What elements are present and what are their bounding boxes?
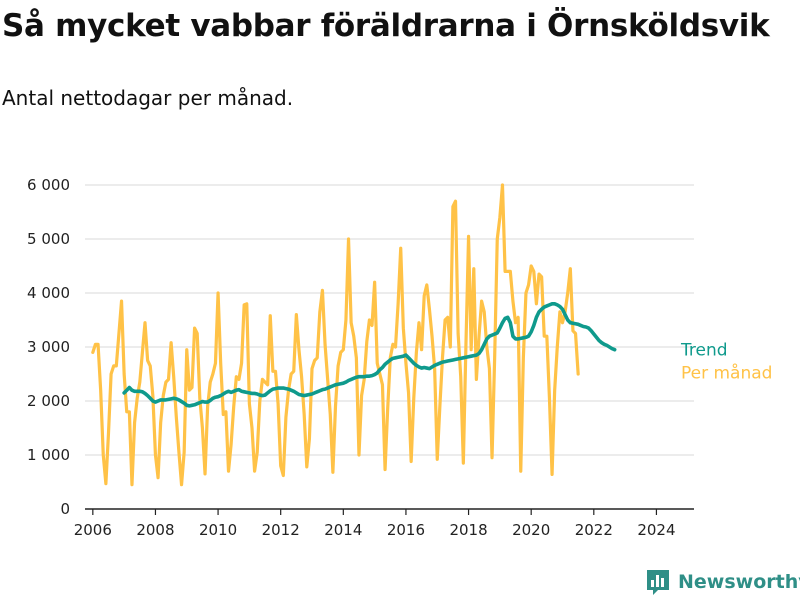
grid-lines [85,184,694,456]
x-tick-label: 2014 [324,521,362,539]
series-line-per-manad [91,183,580,487]
brand-name: Newsworthy [678,571,800,593]
x-axis: 2006 2008 2010 2012 2014 2016 2018 2020 2022 2024 [74,508,694,539]
x-tick-label: 2020 [512,521,550,539]
x-tick-label: 2012 [262,521,300,539]
y-tick-label: 0 [60,500,70,518]
x-tick-label: 2016 [387,521,425,539]
y-tick-label: 6 000 [27,176,70,194]
bar-chart-icon [647,570,669,595]
x-tick-label: 2022 [575,521,613,539]
series-line-trend [122,301,617,408]
chart-title: Så mycket vabbar föräldrarna i Örnskölds… [2,8,770,44]
y-tick-label: 3 000 [27,338,70,356]
y-tick-label: 4 000 [27,284,70,302]
x-tick-label: 2024 [637,521,675,539]
chart-subtitle: Antal nettodagar per månad. [2,86,294,110]
y-tick-label: 5 000 [27,230,70,248]
series-label-trend: Trend [680,341,728,361]
x-tick-label: 2018 [449,521,487,539]
x-tick-label: 2010 [199,521,237,539]
x-tick-label: 2006 [74,521,112,539]
newsworthy-logo: Newsworthy [644,568,800,596]
y-tick-label: 2 000 [27,392,70,410]
y-axis-tick-labels: 0 1 000 2 000 3 000 4 000 5 000 6 000 [27,176,70,518]
x-tick-label: 2008 [136,521,174,539]
series-label-per-manad: Per månad [681,363,772,384]
series-lines [91,183,617,487]
y-tick-label: 1 000 [27,446,70,464]
